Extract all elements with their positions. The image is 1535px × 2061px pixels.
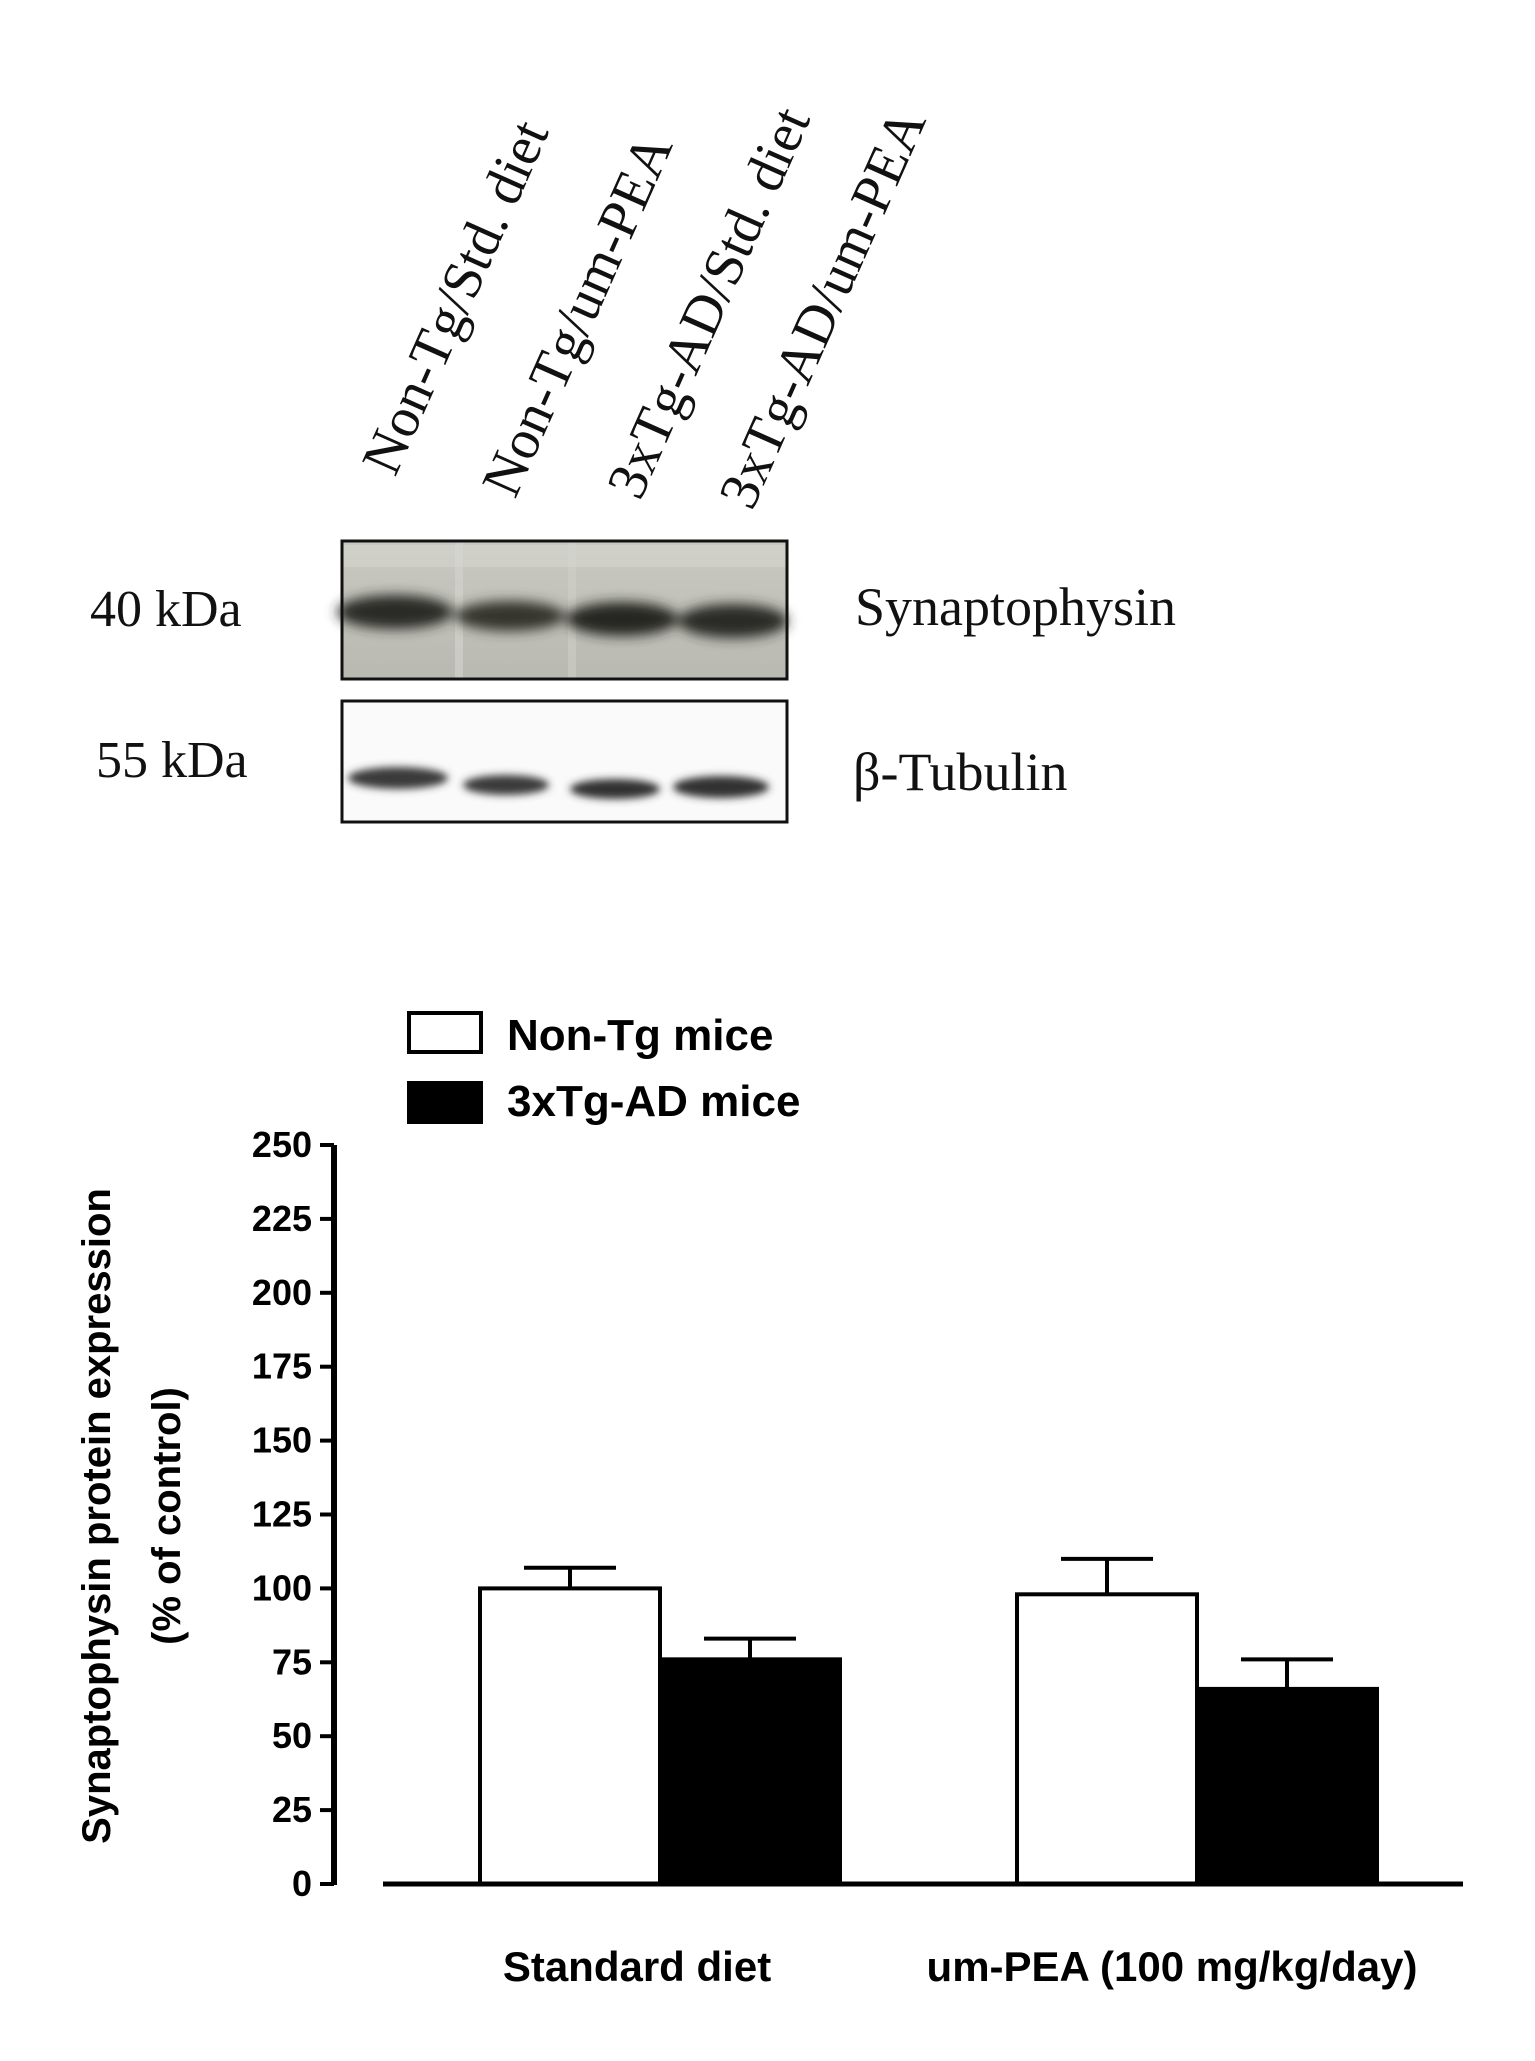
blot-beta-tubulin xyxy=(340,699,789,824)
bar-3xtg-um-pea xyxy=(1195,1686,1379,1887)
y-axis-title-line-1: Synaptophysin protein expression xyxy=(75,1188,119,1844)
legend-label-3xtg: 3xTg-AD mice xyxy=(507,1077,800,1126)
y-tick-label: 0 xyxy=(292,1863,312,1904)
y-tick-label: 175 xyxy=(252,1346,312,1387)
category-label-um-pea: um-PEA (100 mg/kg/day) xyxy=(927,1943,1418,1990)
legend-label-non-tg: Non-Tg mice xyxy=(507,1011,773,1060)
legend-swatch-3xtg xyxy=(407,1081,483,1124)
y-tick-label: 225 xyxy=(252,1198,312,1239)
blot-size-label-tubulin: 55 kDa xyxy=(96,732,248,789)
y-axis-title-line-2: (% of control) xyxy=(145,1387,189,1645)
bar-non-tg-standard-diet xyxy=(478,1586,662,1887)
bars xyxy=(478,1586,1379,1887)
y-tick-label: 150 xyxy=(252,1420,312,1461)
y-tick-label: 100 xyxy=(252,1567,312,1608)
legend-swatch-non-tg xyxy=(407,1011,483,1054)
bar-chart: Non-Tg mice 3xTg-AD mice Synaptophysin p… xyxy=(75,1011,1463,1990)
y-tick-label: 250 xyxy=(252,1124,312,1165)
western-blot-panel: Non-Tg/Std. diet Non-Tg/um-PEA 3xTg-AD/S… xyxy=(90,98,1176,824)
bar-non-tg-um-pea xyxy=(1015,1592,1199,1886)
blot-synaptophysin xyxy=(337,539,789,681)
y-tick-label: 25 xyxy=(272,1789,312,1830)
y-tick-label: 125 xyxy=(252,1494,312,1535)
blot-protein-label-tubulin: β-Tubulin xyxy=(853,742,1068,802)
y-axis-ticks: 0 25 50 75 100 125 150 175 200 225 250 xyxy=(252,1124,334,1904)
legend: Non-Tg mice 3xTg-AD mice xyxy=(407,1011,800,1126)
error-bars xyxy=(524,1556,1333,1689)
y-tick-label: 75 xyxy=(272,1641,312,1682)
blot-size-label-synaptophysin: 40 kDa xyxy=(90,581,242,638)
y-tick-label: 200 xyxy=(252,1272,312,1313)
category-label-standard-diet: Standard diet xyxy=(503,1943,771,1990)
y-tick-label: 50 xyxy=(272,1715,312,1756)
blot-protein-label-synaptophysin: Synaptophysin xyxy=(855,577,1176,637)
bar-3xtg-standard-diet xyxy=(658,1657,842,1886)
